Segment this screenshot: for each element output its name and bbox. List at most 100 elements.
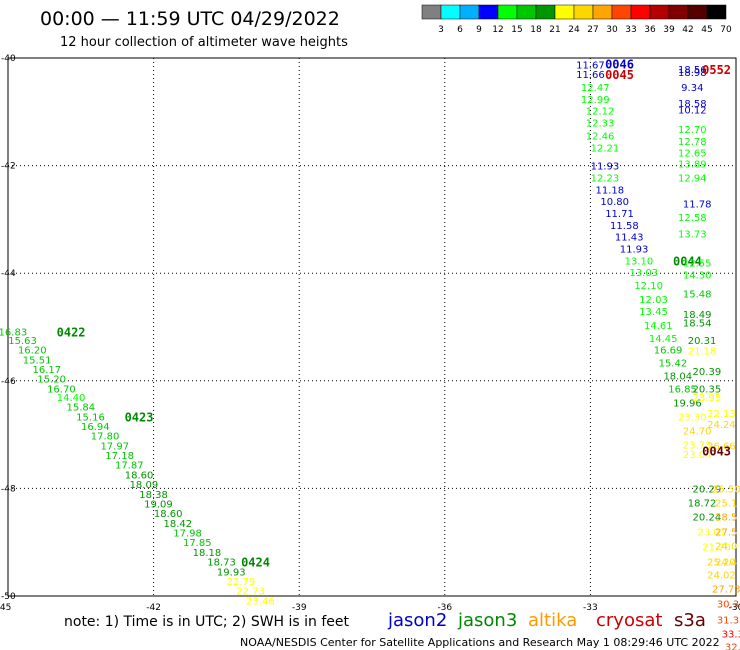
wave-height-label: 21.18	[688, 347, 717, 358]
wave-height-label: 14.40	[57, 393, 86, 404]
wave-height-label: 11.43	[615, 233, 644, 244]
y-tick-label: -42	[1, 162, 16, 172]
colorbar-label: 3	[438, 25, 444, 35]
wave-height-label: 12.47	[581, 83, 610, 94]
colorbar-swatch	[630, 4, 651, 20]
wave-height-label: 18.54	[683, 319, 712, 330]
chart-subtitle: 12 hour collection of altimeter wave hei…	[60, 35, 348, 50]
colorbar-swatch	[497, 4, 518, 20]
wave-height-label: 17.85	[183, 538, 212, 549]
wave-height-label: 22.73	[236, 587, 265, 598]
wave-height-label: 12.99	[581, 95, 610, 106]
pass-time-label: 0424	[241, 556, 270, 570]
wave-height-label: 15.63	[8, 336, 37, 347]
wave-height-label: 17.97	[100, 441, 129, 452]
wave-height-label: 16.69	[654, 346, 683, 357]
wave-height-label: 21.70	[702, 543, 731, 554]
colorbar-swatch	[592, 4, 613, 20]
wave-height-label: 28.5	[715, 512, 737, 523]
colorbar-swatch	[440, 4, 461, 20]
wave-height-label: 16.94	[81, 422, 110, 433]
colorbar-swatch	[649, 4, 670, 20]
legend-jason3: jason3	[457, 610, 517, 631]
wave-height-label: 18.73	[207, 558, 236, 569]
colorbar-label: 24	[568, 25, 580, 35]
wave-height-label: 24.02	[707, 570, 736, 581]
pass-time-label: 0044	[673, 254, 702, 268]
wave-height-label: 19.93	[217, 567, 246, 578]
wave-height-label: 22.13	[707, 409, 736, 420]
y-tick-label: -50	[1, 592, 16, 602]
wave-height-label: 33.38	[722, 630, 740, 641]
wave-height-label: 30.33	[717, 600, 740, 611]
wave-height-label: 11.18	[595, 185, 624, 196]
colorbar-label: 33	[625, 25, 636, 35]
wave-height-label: 12.58	[678, 213, 707, 224]
pass-time-label: 0552	[702, 63, 731, 77]
wave-height-label: 12.12	[586, 107, 615, 118]
colorbar-swatch	[421, 4, 442, 20]
wave-height-label: 12.78	[678, 137, 707, 148]
wave-height-label: 15.51	[23, 355, 52, 366]
x-tick-label: -45	[0, 603, 11, 613]
colorbar-swatch	[535, 4, 556, 20]
wave-height-label: 23.30	[678, 412, 707, 423]
wave-height-label: 25.20	[707, 558, 736, 569]
wave-height-label: 18.49	[683, 310, 712, 321]
colorbar-swatch	[611, 4, 632, 20]
wave-height-label: 11.67	[576, 60, 605, 71]
wave-height-label: 20.24	[693, 512, 722, 523]
y-tick-label: -46	[1, 377, 16, 387]
wave-height-label: 27.73	[712, 584, 740, 595]
wave-height-label: 15.42	[659, 359, 688, 370]
wave-height-label: 23.01	[697, 527, 726, 538]
colorbar-label: 36	[644, 25, 656, 35]
pass-time-label: 0046	[605, 57, 634, 71]
wave-height-label: 17.80	[91, 432, 120, 443]
wave-height-label: 15.20	[37, 375, 66, 386]
wave-height-label: 16.83	[0, 327, 27, 338]
colorbar-label: 70	[720, 25, 732, 35]
y-tick-label: -48	[1, 484, 16, 494]
wave-height-label: 13.03	[629, 268, 658, 279]
wave-height-label: 11.58	[610, 221, 639, 232]
wave-height-label: 11.93	[591, 162, 620, 173]
pass-time-label: 0423	[125, 410, 154, 424]
colorbar-label: 9	[476, 25, 482, 35]
legend-jason2: jason2	[387, 610, 447, 631]
pass-time-label: 0422	[57, 325, 86, 339]
wave-height-label: 18.09	[130, 480, 159, 491]
wave-height-label: 18.42	[164, 519, 193, 530]
wave-height-label: 13.89	[678, 159, 707, 170]
x-tick-label: -42	[146, 603, 161, 613]
plot-area: -45 -42 -39 -36 -33 -30 -40 -42 -44 -46 -48 -50 16.8…	[0, 54, 740, 650]
colorbar-label: 21	[549, 25, 560, 35]
wave-height-label: 24.24	[707, 420, 736, 431]
wave-height-label: 11.66	[576, 70, 605, 81]
wave-height-label: 12.23	[591, 173, 620, 184]
wave-height-label: 13.45	[639, 307, 668, 318]
wave-height-label: 20.35	[693, 384, 722, 395]
wave-height-label: 25.50	[712, 484, 740, 495]
wave-height-label: 12.65	[678, 149, 707, 160]
wave-height-label: 14.45	[649, 334, 678, 345]
wave-height-label: 22.79	[227, 577, 256, 588]
wave-height-label: 9.34	[681, 83, 703, 94]
wave-height-label: 12.33	[586, 119, 615, 130]
wave-height-label: 16.70	[47, 384, 76, 395]
wave-height-label: 12.10	[634, 281, 663, 292]
colorbar-swatch	[573, 4, 594, 20]
wave-height-label: 23.46	[246, 596, 275, 607]
wave-height-label: 18.04	[663, 371, 692, 382]
wave-height-label: 23.04	[683, 450, 712, 461]
colorbar-label: 39	[663, 25, 675, 35]
wave-height-label: 32.9	[725, 643, 740, 650]
plot-frame	[7, 57, 737, 597]
wave-height-label: 18.38	[139, 490, 168, 501]
colorbar-label: 45	[701, 25, 712, 35]
y-tick-label: -44	[1, 269, 16, 279]
wave-height-label: 16.85	[668, 384, 697, 395]
wave-height-label: 14.30	[683, 270, 712, 281]
wave-height-label: 17.18	[105, 451, 134, 462]
